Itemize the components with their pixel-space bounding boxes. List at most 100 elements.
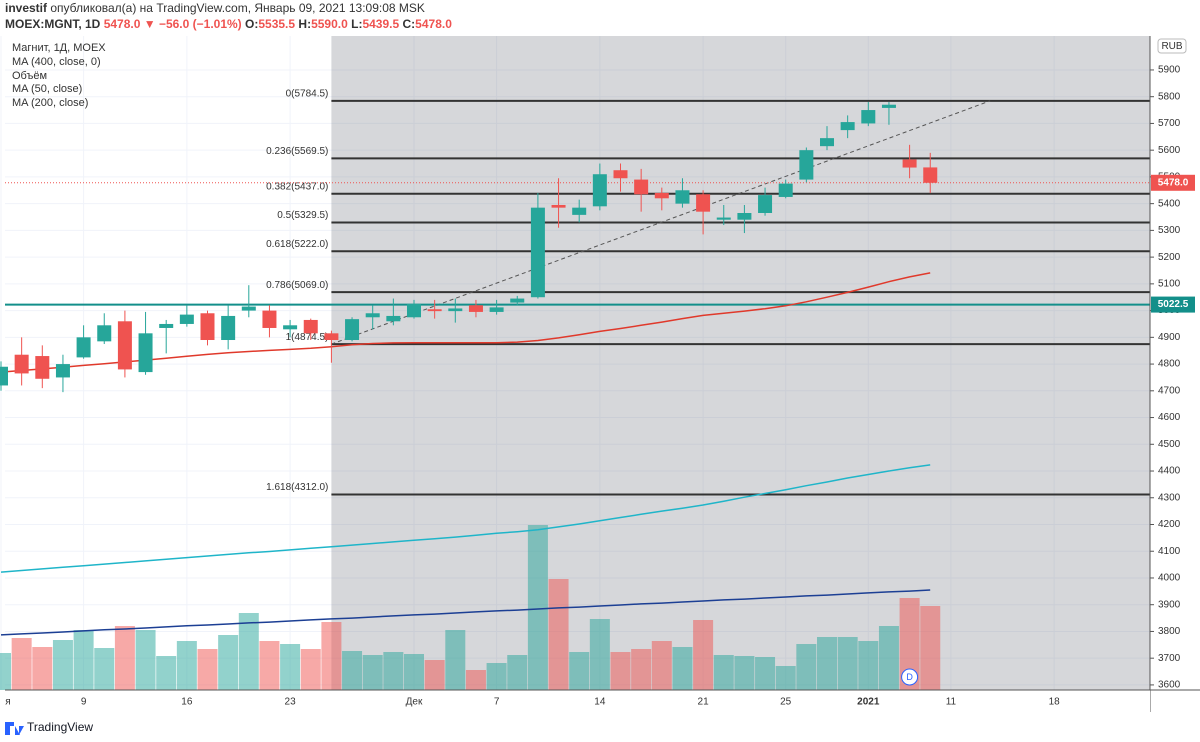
legend-entry: MA (50, close) bbox=[12, 83, 82, 95]
candle-body bbox=[530, 207, 545, 298]
volume-bar bbox=[342, 651, 363, 690]
volume-bar bbox=[486, 663, 507, 690]
ohlc-value: 5478.0 bbox=[415, 17, 452, 31]
publisher: investif bbox=[5, 1, 48, 15]
candle-body bbox=[76, 337, 91, 358]
ohlc-key: C: bbox=[403, 17, 416, 31]
candle-body bbox=[200, 313, 215, 341]
fib-label: 0.618(5222.0) bbox=[266, 239, 328, 250]
candle-body bbox=[572, 207, 587, 215]
volume-bar bbox=[631, 649, 652, 690]
y-tick-label: 4400 bbox=[1158, 466, 1181, 477]
volume-bar bbox=[424, 660, 445, 690]
x-tick-label: я bbox=[5, 697, 10, 708]
volume-bar bbox=[280, 644, 301, 690]
x-tick-label: 23 bbox=[285, 697, 297, 708]
volume-bar bbox=[32, 647, 53, 690]
x-tick-label: 9 bbox=[81, 697, 87, 708]
candle-body bbox=[303, 319, 318, 334]
fib-zone bbox=[331, 36, 1150, 690]
x-tick-label: 25 bbox=[780, 697, 792, 708]
currency: RUB bbox=[1161, 41, 1182, 52]
candle-body bbox=[881, 104, 896, 108]
candle-body bbox=[551, 204, 566, 208]
ohlc-key: L: bbox=[351, 17, 362, 31]
x-tick-label: 11 bbox=[946, 697, 957, 708]
candle-body bbox=[324, 333, 339, 341]
y-tick-label: 4500 bbox=[1158, 439, 1181, 450]
ohlc-key: H: bbox=[298, 17, 311, 31]
legend: Магнит, 1Д, MOEX MA (400, close, 0) Объё… bbox=[12, 42, 106, 109]
price-box bbox=[1151, 174, 1195, 191]
y-tick-label: 5700 bbox=[1158, 118, 1181, 129]
published: опубликовал(а) на TradingView.com, Январ… bbox=[50, 1, 425, 15]
candle-body bbox=[427, 309, 442, 312]
candle-body bbox=[468, 305, 483, 312]
last-price: 5478.0 bbox=[104, 17, 141, 31]
volume-bar bbox=[238, 613, 259, 690]
volume-bar bbox=[527, 525, 548, 690]
volume-bar bbox=[610, 652, 631, 690]
x-tick-label: 2021 bbox=[857, 697, 880, 708]
candle-body bbox=[592, 174, 607, 207]
candle-body bbox=[778, 183, 793, 197]
volume-bar bbox=[713, 655, 734, 690]
y-tick-label: 4900 bbox=[1158, 332, 1181, 343]
volume-bar bbox=[817, 637, 837, 690]
y-tick-label: 5400 bbox=[1158, 198, 1181, 209]
price-box-label: 5022.5 bbox=[1158, 299, 1189, 310]
fib-label: 0(5784.5) bbox=[286, 88, 329, 99]
fib-label: 1.618(4312.0) bbox=[266, 482, 328, 493]
candle-body bbox=[221, 315, 236, 341]
volume-bar bbox=[507, 655, 528, 690]
y-tick-label: 5600 bbox=[1158, 145, 1181, 156]
candle-body bbox=[35, 356, 50, 379]
plot: 0(5784.5) 0.236(5569.5) 0.382(5437.0) 0.5(5… bbox=[0, 36, 1150, 690]
candle-body bbox=[716, 217, 731, 220]
candle-body bbox=[407, 303, 421, 318]
y-tick-label: 5100 bbox=[1158, 278, 1181, 289]
candle-body bbox=[159, 323, 174, 328]
change: ▼ −56.0 (−1.01%) bbox=[144, 17, 242, 31]
volume-bar bbox=[218, 635, 239, 690]
volume-bar bbox=[94, 648, 115, 690]
volume-bar bbox=[755, 657, 776, 690]
volume-bar bbox=[11, 638, 32, 690]
y-tick-label: 4700 bbox=[1158, 385, 1181, 396]
candle-body bbox=[97, 325, 112, 342]
volume-bar bbox=[775, 666, 796, 690]
symbol: MOEX:MGNT, 1D bbox=[5, 17, 101, 31]
price-box-label: 5478.0 bbox=[1158, 177, 1189, 188]
x-tick-label: Дек bbox=[406, 697, 423, 708]
y-tick-label: 4000 bbox=[1158, 573, 1181, 584]
fib-label: 1(4874.5) bbox=[286, 332, 329, 343]
volume-bar bbox=[651, 641, 672, 690]
volume-bar bbox=[383, 652, 404, 690]
fib-label: 0.786(5069.0) bbox=[266, 280, 328, 291]
y-tick-label: 4300 bbox=[1158, 492, 1181, 503]
legend-entry: MA (200, close) bbox=[12, 97, 88, 109]
volume-bar bbox=[899, 598, 920, 690]
ohlc-value: 5439.5 bbox=[362, 17, 399, 31]
candle-body bbox=[262, 310, 277, 328]
fib-label: 0.382(5437.0) bbox=[266, 181, 328, 192]
ma-line bbox=[0, 272, 931, 373]
candle-body bbox=[138, 333, 153, 373]
volume-bar bbox=[837, 637, 858, 690]
fib-label: 0.236(5569.5) bbox=[266, 146, 328, 157]
price-box bbox=[1151, 296, 1195, 313]
volume-bar bbox=[197, 649, 218, 690]
volume-bar bbox=[73, 630, 94, 690]
volume-bar bbox=[321, 622, 342, 690]
y-tick-label: 5300 bbox=[1158, 225, 1181, 236]
fib-label: 0.5(5329.5) bbox=[277, 210, 328, 221]
volume-bar bbox=[156, 656, 177, 690]
logo: TradingView bbox=[5, 720, 93, 735]
candle-body bbox=[675, 190, 690, 204]
event-marker bbox=[901, 668, 919, 686]
candle-body bbox=[923, 167, 938, 183]
legend-entry: Объём bbox=[12, 70, 47, 82]
y-tick-label: 4100 bbox=[1158, 546, 1181, 557]
trend-line bbox=[331, 100, 991, 345]
volume-bar bbox=[858, 641, 879, 690]
